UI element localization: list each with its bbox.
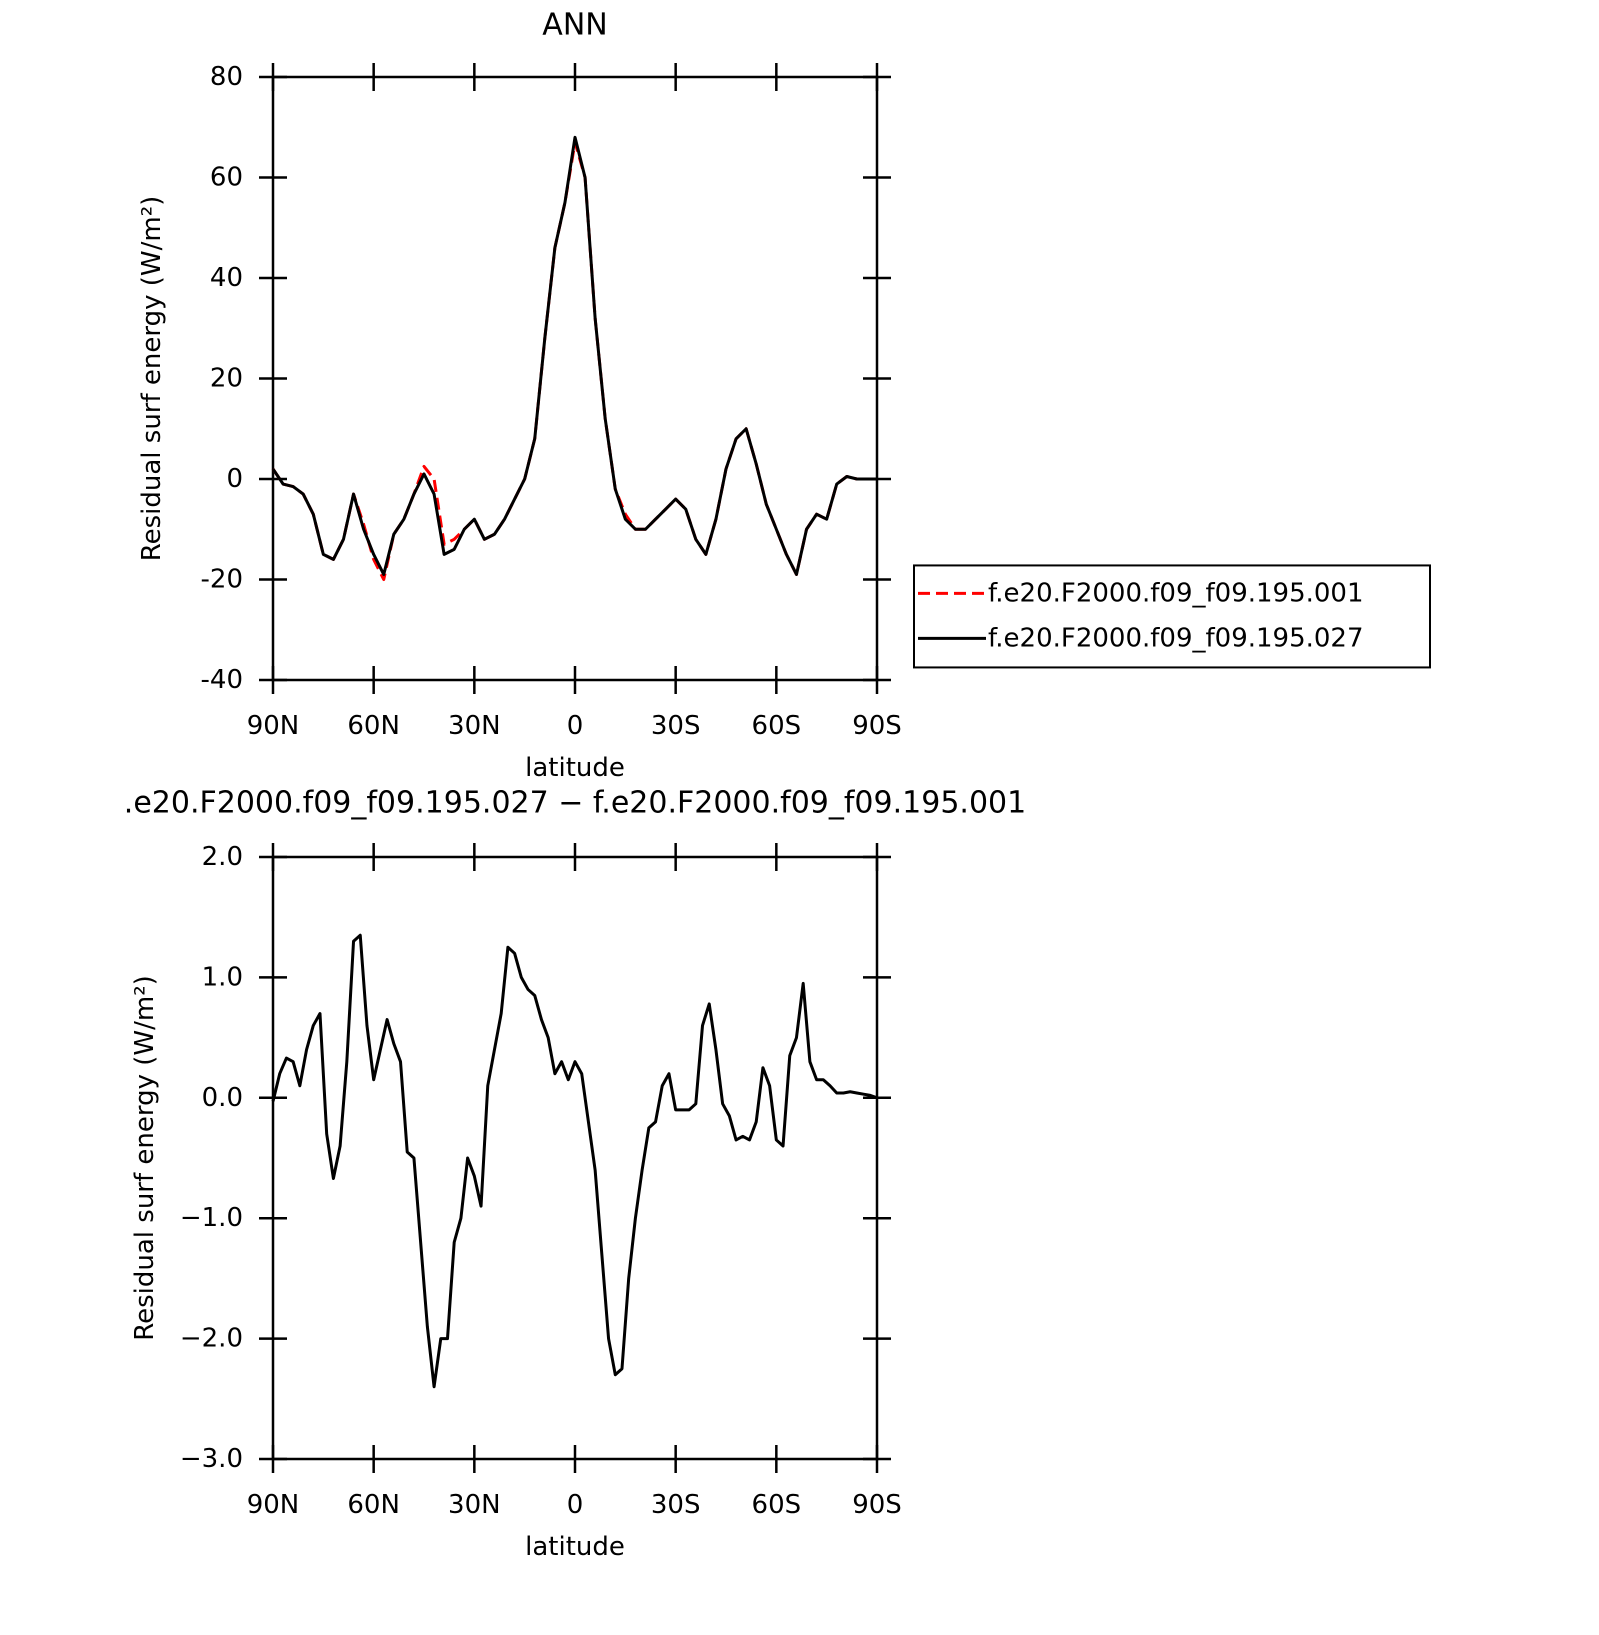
y-tick-label: 0.0 [202, 1083, 243, 1113]
y-tick-label: −2.0 [180, 1324, 243, 1354]
y-tick-label: 20 [210, 364, 243, 394]
y-axis-label: Residual surf energy (W/m²) [130, 975, 160, 1341]
plot-frame [271, 855, 879, 1461]
legend-label: f.e20.F2000.f09_f09.195.027 [988, 623, 1364, 653]
x-tick-label: 60N [347, 1490, 400, 1520]
x-tick-label: 0 [567, 1490, 584, 1520]
chart-title: .e20.F2000.f09_f09.195.027 − f.e20.F2000… [124, 786, 1026, 821]
plot-frame [271, 75, 879, 682]
x-tick-label: 30N [448, 1490, 501, 1520]
x-tick-label: 90N [247, 1490, 300, 1520]
x-tick-label: 90S [852, 1490, 902, 1520]
x-tick-label: 60N [347, 711, 400, 741]
y-tick-label: 80 [210, 62, 243, 92]
y-tick-label: 0 [226, 464, 243, 494]
y-tick-label: −1.0 [180, 1203, 243, 1233]
legend-box [913, 564, 1431, 669]
panel: .e20.F2000.f09_f09.195.027 − f.e20.F2000… [124, 786, 1026, 1563]
y-tick-label: 2.0 [202, 842, 243, 872]
x-tick-label: 30N [448, 711, 501, 741]
x-tick-label: 60S [752, 711, 802, 741]
panel: ANN Residual surf energy (W/m²) latitude -4… [137, 8, 1431, 783]
x-tick-label: 60S [752, 1490, 802, 1520]
y-tick-label: 1.0 [202, 962, 243, 992]
y-tick-label: -20 [201, 565, 243, 595]
x-tick-label: 90S [852, 711, 902, 741]
x-tick-label: 30S [651, 1490, 701, 1520]
y-tick-label: -40 [201, 665, 243, 695]
legend-label: f.e20.F2000.f09_f09.195.001 [988, 578, 1364, 608]
data-line [271, 135, 877, 576]
y-tick-label: 60 [210, 163, 243, 193]
x-axis-label: latitude [525, 1532, 625, 1562]
y-tick-label: 40 [210, 263, 243, 293]
x-tick-label: 0 [567, 711, 584, 741]
data-line [271, 933, 878, 1389]
x-tick-label: 30S [651, 711, 701, 741]
chart-title: ANN [542, 8, 607, 43]
data-line [271, 140, 877, 581]
y-axis-label: Residual surf energy (W/m²) [137, 196, 167, 562]
x-axis-label: latitude [525, 753, 625, 783]
x-tick-label: 90N [247, 711, 300, 741]
y-tick-label: −3.0 [180, 1444, 243, 1474]
